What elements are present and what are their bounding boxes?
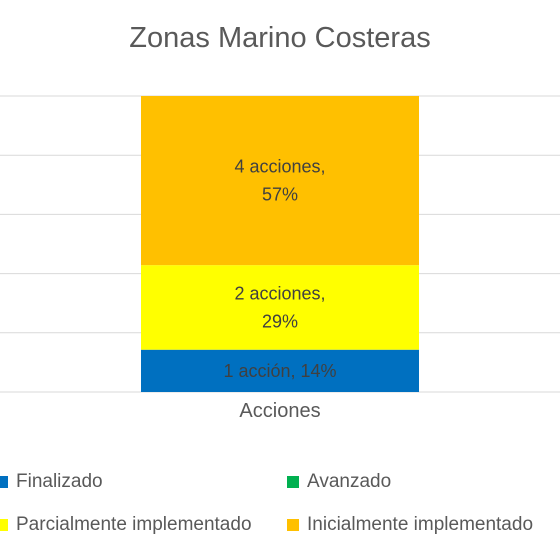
- category-label: Acciones: [239, 400, 321, 422]
- legend-item-avanzado: Avanzado: [287, 471, 391, 493]
- bar-segment-inicialmente-implementado: [141, 96, 419, 266]
- legend-swatch-inicialmente-implementado: [287, 519, 299, 531]
- legend-label-avanzado: Avanzado: [307, 471, 392, 492]
- legend-label-parcialmente-implementado: Parcialmente implementado: [16, 514, 252, 535]
- bar-segment-finalizado: [141, 349, 419, 392]
- chart-title: Zonas Marino Costeras: [129, 22, 431, 54]
- legend-swatch-parcialmente-implementado: [0, 519, 8, 531]
- legend-label-finalizado: Finalizado: [16, 471, 103, 492]
- legend-swatch-finalizado: [0, 476, 8, 488]
- legend-swatch-avanzado: [287, 476, 299, 488]
- legend-item-finalizado: Finalizado: [0, 471, 103, 493]
- bar-segment-parcialmente-implementado: [141, 265, 419, 350]
- data-label-inicialmente-implementado: 4 acciones,: [234, 157, 325, 177]
- data-label-parcialmente-implementado: 29%: [262, 311, 298, 331]
- data-label-inicialmente-implementado: 57%: [262, 185, 298, 205]
- legend-item-inicialmente-implementado: Inicialmente implementado: [287, 514, 533, 536]
- data-label-parcialmente-implementado: 2 acciones,: [234, 283, 325, 303]
- data-label-finalizado: 1 acción, 14%: [223, 361, 336, 381]
- legend-item-parcialmente-implementado: Parcialmente implementado: [0, 514, 252, 536]
- legend-label-inicialmente-implementado: Inicialmente implementado: [307, 514, 534, 535]
